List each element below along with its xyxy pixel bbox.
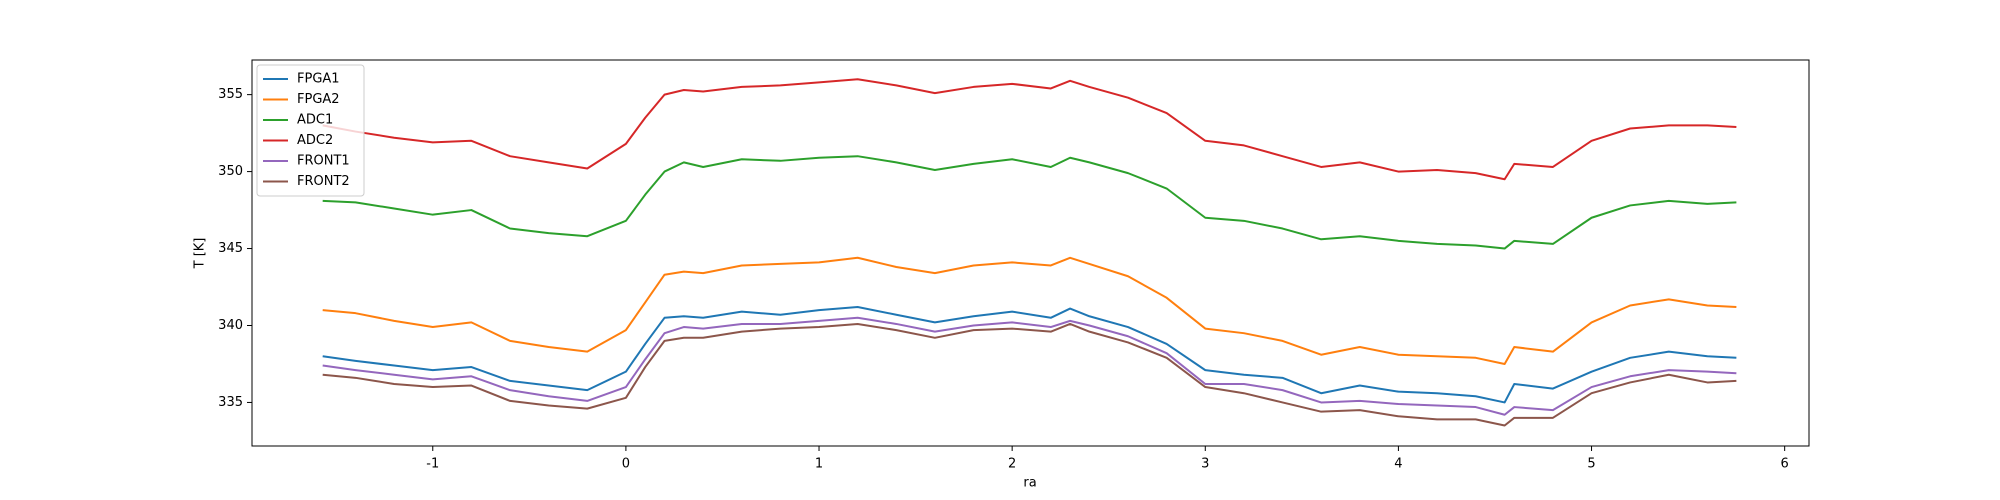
legend-box	[256, 64, 365, 197]
x-tick-label: 4	[1394, 457, 1402, 472]
x-tick-label: -1	[426, 457, 439, 472]
legend: FPGA1 FPGA2 ADC1 ADC2 FRONT1 FRONT2	[256, 64, 365, 197]
legend-label: FRONT1	[297, 154, 350, 169]
x-tick-label: 2	[1008, 457, 1016, 472]
y-tick-label: 340	[218, 318, 243, 333]
x-axis-label: ra	[1023, 476, 1036, 491]
x-tick-label: 6	[1781, 457, 1789, 472]
x-tick-label: 0	[622, 457, 630, 472]
y-tick-label: 350	[218, 164, 243, 179]
y-axis-label: T [K]	[193, 238, 208, 270]
series-line	[322, 306, 1737, 404]
legend-label: FPGA2	[297, 92, 340, 107]
series-line	[322, 155, 1737, 250]
y-tick-label: 355	[218, 87, 243, 102]
series-line	[322, 78, 1737, 181]
legend-label: ADC1	[297, 113, 333, 128]
legend-label: FPGA1	[297, 72, 340, 87]
plot-frame	[251, 59, 1810, 447]
y-tick-label: 335	[218, 395, 243, 410]
series-line	[322, 256, 1737, 365]
series-line	[322, 316, 1737, 416]
x-tick-label: 5	[1587, 457, 1595, 472]
legend-label: ADC2	[297, 133, 333, 148]
x-tick-label: 3	[1201, 457, 1209, 472]
x-tick-label: 1	[815, 457, 823, 472]
series-line	[322, 322, 1737, 427]
legend-label: FRONT2	[297, 174, 350, 189]
y-tick-label: 345	[218, 241, 243, 256]
